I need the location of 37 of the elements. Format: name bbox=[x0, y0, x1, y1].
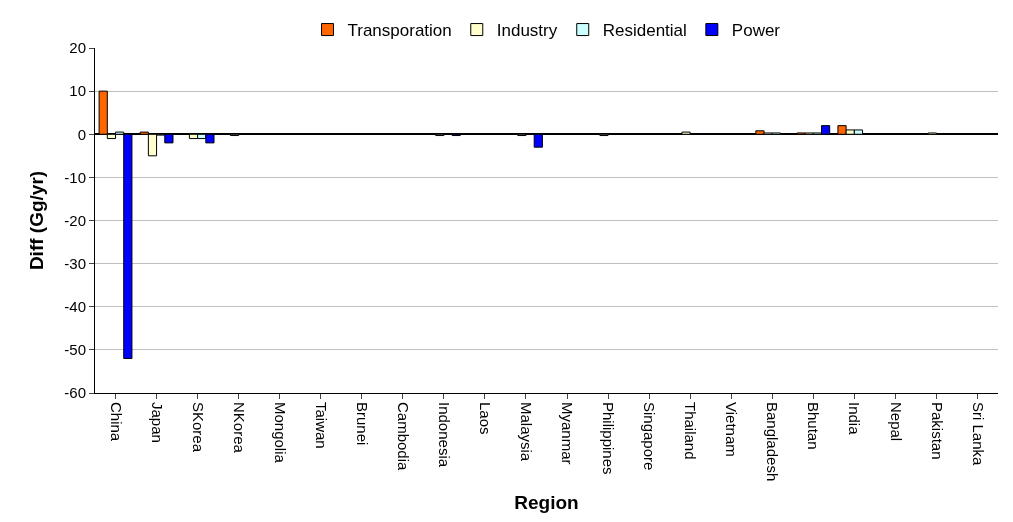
x-tick-label: Thailand bbox=[682, 402, 700, 460]
x-tick-label: Myanmar bbox=[559, 402, 577, 465]
y-tick-label: -20 bbox=[64, 211, 86, 229]
x-tick-label: Singapore bbox=[641, 402, 659, 471]
x-tick-label: Malaysia bbox=[518, 402, 536, 462]
x-tick-label: Vietnam bbox=[723, 402, 741, 457]
legend-label: Industry bbox=[496, 21, 558, 41]
x-tick-label: India bbox=[846, 402, 864, 436]
x-tick-label: Nepal bbox=[887, 402, 905, 442]
legend-label: Transporation bbox=[347, 21, 452, 41]
x-tick-label: Brunei bbox=[353, 402, 371, 446]
x-tick-label: Mongolia bbox=[271, 402, 289, 464]
x-tick-label: China bbox=[107, 402, 125, 442]
x-tick-label: Bhutan bbox=[805, 402, 823, 450]
y-tick-label: -40 bbox=[64, 298, 86, 315]
x-tick-label: Taiwan bbox=[312, 402, 330, 449]
x-tick-label: Philippines bbox=[600, 402, 618, 475]
x-tick-label: Laos bbox=[477, 402, 495, 435]
x-axis-title: Region bbox=[514, 492, 579, 514]
x-tick-label: SKorea bbox=[189, 402, 207, 453]
y-tick-label: 20 bbox=[69, 39, 86, 57]
y-tick-label: -10 bbox=[64, 168, 86, 186]
x-tick-label: Japan bbox=[148, 402, 166, 443]
x-tick-label: Cambodia bbox=[394, 402, 412, 472]
x-tick-label: Pakistan bbox=[928, 402, 946, 460]
y-tick-label: -30 bbox=[64, 254, 86, 272]
y-tick-label: -50 bbox=[64, 341, 86, 359]
x-tick-label: Indonesia bbox=[436, 402, 454, 468]
x-tick-label: Bangladesh bbox=[764, 402, 782, 482]
y-tick-label: 0 bbox=[77, 125, 86, 143]
y-axis-title: Diff (Gg/yr) bbox=[26, 170, 48, 271]
x-tick-label: NKorea bbox=[230, 402, 248, 454]
legend-label: Power bbox=[731, 21, 781, 41]
y-tick-label: -60 bbox=[64, 384, 86, 402]
x-tick-label: Sri Lanka bbox=[969, 402, 987, 467]
y-tick-label: 10 bbox=[69, 82, 86, 100]
legend-label: Residential bbox=[602, 21, 687, 41]
